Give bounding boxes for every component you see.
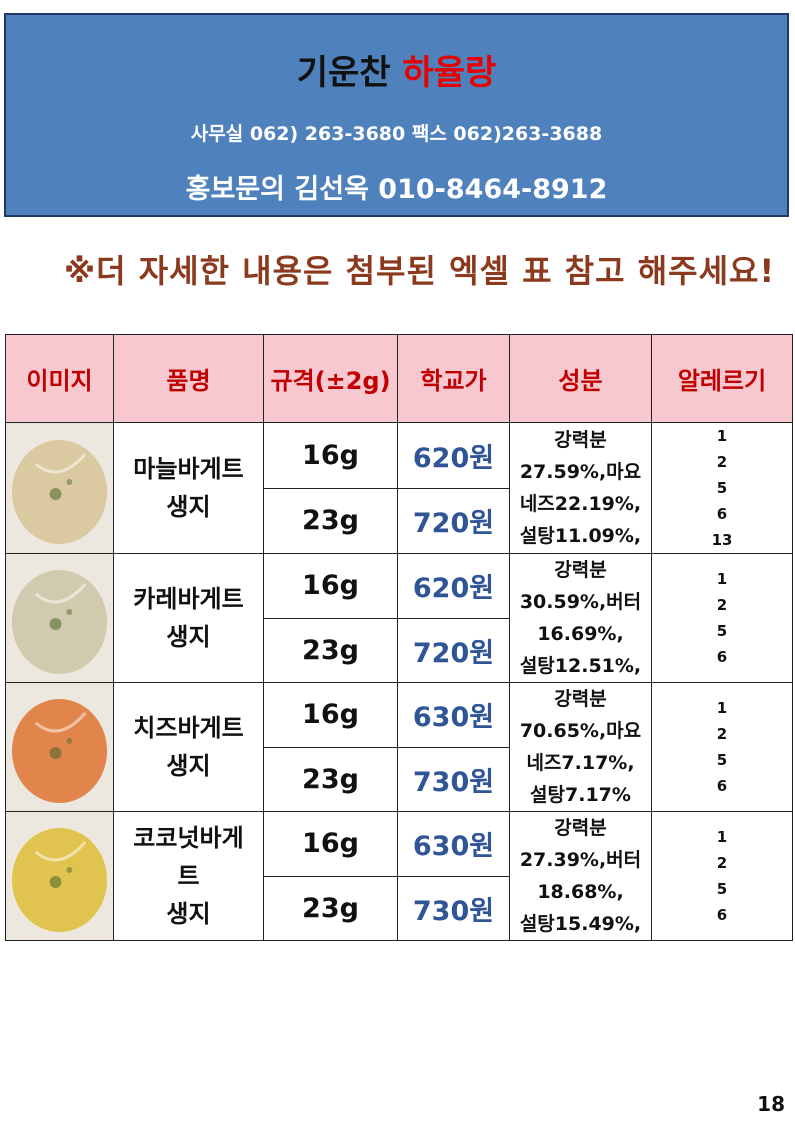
header-product-name: 품명	[113, 334, 264, 423]
allergy-codes: 1 2 5 6	[651, 553, 793, 683]
school-price: 620원	[397, 422, 510, 489]
header-school-price: 학교가	[397, 334, 510, 423]
header-image: 이미지	[5, 334, 114, 423]
header-composition: 성분	[509, 334, 652, 423]
table-row: 23g 720원	[6, 617, 793, 683]
product-photo-image	[6, 812, 113, 940]
page-number: 18	[757, 1092, 785, 1116]
composition: 강력분 27.59%,마요 네즈22.19%, 설탕11.09%,	[509, 422, 652, 554]
spec-weight: 16g	[263, 811, 398, 877]
header-allergy: 알레르기	[651, 334, 793, 423]
composition: 강력분 27.39%,버터 18.68%, 설탕15.49%,	[509, 811, 652, 941]
table-row: 코코넛바게 트 생지 16g 630원 강력분 27.39%,버터 18.68%, 설…	[5, 811, 793, 941]
contact-header: 기운찬 하율랑 사무실 062) 263-3680 팩스 062)263-368…	[4, 13, 789, 217]
brand-name: 하율랑	[402, 53, 497, 93]
school-price: 720원	[397, 617, 510, 683]
product-photo	[5, 553, 114, 683]
company-title: 기운찬 하율랑	[6, 45, 787, 94]
product-name: 코코넛바게 트 생지	[113, 811, 264, 941]
school-price: 620원	[397, 553, 510, 619]
spec-weight: 23g	[263, 617, 398, 683]
table-row: 마늘바게트 생지 16g 620원 강력분 27.59%,마요 네즈22.19%, 설…	[5, 422, 793, 554]
spec-weight: 16g	[263, 553, 398, 619]
school-price: 730원	[397, 746, 510, 812]
product-name: 마늘바게트 생지	[113, 422, 264, 554]
product-name: 치즈바게트 생지	[113, 682, 264, 812]
table-row: 23g 720원	[6, 487, 793, 554]
school-price: 630원	[397, 811, 510, 877]
product-photo-image	[6, 554, 113, 682]
product-photo-image	[6, 683, 113, 811]
product-table: 이미지 품명 규격(±2g) 학교가 성분 알레르기 마늘바게트 생지 16g 62…	[5, 334, 793, 941]
product-photo	[5, 682, 114, 812]
product-name: 카레바게트 생지	[113, 553, 264, 683]
spec-weight: 23g	[263, 487, 398, 554]
composition: 강력분 70.65%,마요 네즈7.17%, 설탕7.17%	[509, 682, 652, 812]
allergy-codes: 1 2 5 6 13	[651, 422, 793, 554]
spec-weight: 23g	[263, 875, 398, 941]
spec-weight: 16g	[263, 682, 398, 748]
school-price: 730원	[397, 875, 510, 941]
product-photo	[5, 811, 114, 941]
table-header-row: 이미지 품명 규격(±2g) 학교가 성분 알레르기	[5, 334, 793, 423]
allergy-codes: 1 2 5 6	[651, 811, 793, 941]
product-photo-image	[6, 424, 113, 552]
spec-weight: 23g	[263, 746, 398, 812]
company-name: 기운찬	[296, 53, 391, 93]
table-row: 23g 730원	[6, 875, 793, 941]
notice-text: ※더 자세한 내용은 첨부된 엑셀 표 참고 해주세요!	[64, 252, 776, 290]
header-spec: 규격(±2g)	[263, 334, 398, 423]
school-price: 720원	[397, 487, 510, 554]
table-row: 치즈바게트 생지 16g 630원 강력분 70.65%,마요 네즈7.17%, 설탕…	[5, 682, 793, 812]
school-price: 630원	[397, 682, 510, 748]
spec-weight: 16g	[263, 422, 398, 489]
table-row: 카레바게트 생지 16g 620원 강력분 30.59%,버터 16.69%, 설탕1…	[5, 553, 793, 683]
product-photo	[5, 422, 114, 554]
allergy-codes: 1 2 5 6	[651, 682, 793, 812]
promo-contact-line: 홍보문의 김선옥 010-8464-8912	[185, 174, 608, 205]
table-row: 23g 730원	[6, 746, 793, 812]
composition: 강력분 30.59%,버터 16.69%, 설탕12.51%,	[509, 553, 652, 683]
office-fax-line: 사무실 062) 263-3680 팩스 062)263-3688	[190, 123, 603, 145]
